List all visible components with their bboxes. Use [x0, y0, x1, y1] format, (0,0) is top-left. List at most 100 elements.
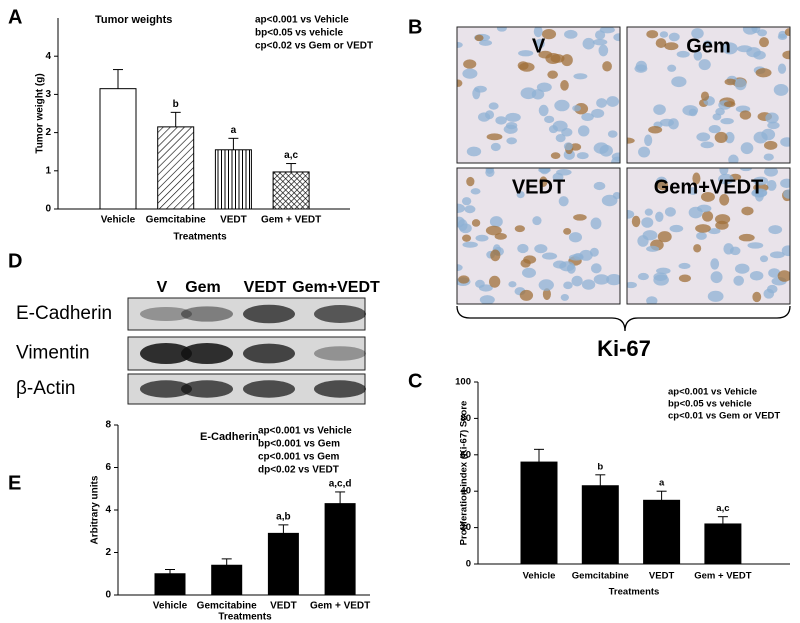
nucleus	[757, 29, 768, 37]
nucleus	[627, 209, 635, 219]
panel-letter: D	[8, 250, 22, 272]
nucleus	[592, 38, 608, 46]
nucleus	[768, 225, 783, 235]
nucleus	[599, 27, 615, 34]
y-tick-label: 2	[105, 547, 111, 558]
bar	[157, 126, 195, 210]
nucleus	[563, 142, 573, 151]
panel-letter: A	[8, 6, 22, 28]
y-tick-label: 6	[105, 462, 111, 473]
micrograph-label: Gem	[686, 35, 730, 57]
nucleus	[702, 210, 714, 222]
annotation: cp<0.01 vs Gem or VEDT	[668, 411, 780, 422]
y-tick-label: 8	[105, 420, 111, 431]
nucleus	[700, 91, 710, 101]
nucleus	[505, 122, 518, 130]
nucleus	[572, 105, 581, 112]
nucleus	[593, 181, 606, 191]
nucleus	[550, 152, 561, 160]
nucleus	[777, 63, 787, 74]
x-axis-label: Treatments	[609, 587, 660, 598]
nucleus	[518, 50, 534, 57]
nucleus	[591, 108, 605, 118]
nucleus	[560, 294, 569, 301]
nucleus	[535, 38, 545, 49]
y-axis-label: Arbitrary units	[90, 475, 101, 544]
nucleus	[564, 29, 578, 39]
nucleus	[568, 232, 583, 243]
micrograph-label: Gem+VEDT	[654, 176, 763, 198]
nucleus	[637, 272, 649, 281]
nucleus	[763, 153, 774, 161]
micrograph-border	[626, 167, 791, 305]
nucleus	[655, 211, 664, 222]
nucleus	[695, 224, 711, 233]
nucleus	[520, 87, 537, 100]
nucleus	[737, 45, 753, 53]
nucleus	[688, 187, 698, 195]
nucleus	[719, 168, 729, 176]
nucleus	[734, 263, 750, 274]
nucleus	[669, 224, 684, 233]
nucleus	[714, 131, 728, 143]
nucleus	[723, 101, 736, 108]
y-tick-label: 0	[45, 204, 51, 215]
bar-label: b	[597, 461, 603, 472]
nucleus	[486, 133, 503, 141]
bar	[99, 88, 137, 210]
nucleus	[664, 42, 679, 51]
nucleus	[573, 253, 584, 260]
x-axis-label: Treatments	[173, 232, 227, 243]
nucleus	[552, 260, 567, 269]
nucleus	[561, 54, 573, 67]
error-bar	[534, 448, 544, 463]
nucleus	[749, 270, 764, 281]
nucleus	[589, 247, 599, 257]
cells	[627, 168, 790, 304]
x-tick-label: VEDT	[220, 215, 247, 226]
nucleus	[728, 154, 739, 163]
nucleus	[517, 243, 529, 254]
nucleus	[533, 27, 543, 38]
bar-label: a	[659, 478, 665, 489]
nucleus	[479, 39, 493, 46]
nucleus	[523, 255, 537, 264]
nucleus	[638, 146, 651, 158]
nucleus	[463, 59, 477, 69]
nucleus	[692, 172, 701, 185]
y-tick-label: 100	[455, 377, 471, 388]
nucleus	[777, 270, 790, 282]
nucleus	[490, 142, 501, 152]
nucleus	[667, 64, 677, 72]
nucleus	[555, 133, 566, 143]
nucleus	[466, 176, 475, 187]
nucleus	[664, 207, 676, 217]
nucleus	[538, 279, 554, 291]
error-bar	[113, 69, 123, 89]
nucleus	[653, 272, 668, 282]
nucleus	[462, 241, 478, 248]
nucleus	[678, 262, 691, 270]
nucleus	[753, 131, 768, 144]
nucleus	[558, 196, 569, 207]
y-tick-label: 40	[460, 486, 471, 497]
nucleus	[485, 225, 502, 236]
nucleus	[659, 118, 674, 127]
blot-band	[243, 343, 295, 364]
bar	[272, 171, 310, 210]
blot-band	[181, 380, 233, 398]
blot-band	[140, 306, 192, 322]
x-tick-label: Gemcitabine	[146, 215, 206, 226]
nucleus	[536, 82, 552, 92]
bar	[581, 485, 619, 565]
nucleus	[722, 42, 738, 55]
y-tick-label: 3	[45, 89, 51, 100]
x-tick-label: Gemcitabine	[197, 601, 257, 612]
nucleus	[724, 78, 737, 86]
nucleus	[739, 110, 752, 120]
bar-label: a,c	[716, 503, 729, 514]
nucleus	[714, 214, 731, 225]
x-tick-label: Gem + VEDT	[261, 215, 321, 226]
nucleus	[516, 190, 525, 199]
nucleus	[606, 96, 620, 107]
